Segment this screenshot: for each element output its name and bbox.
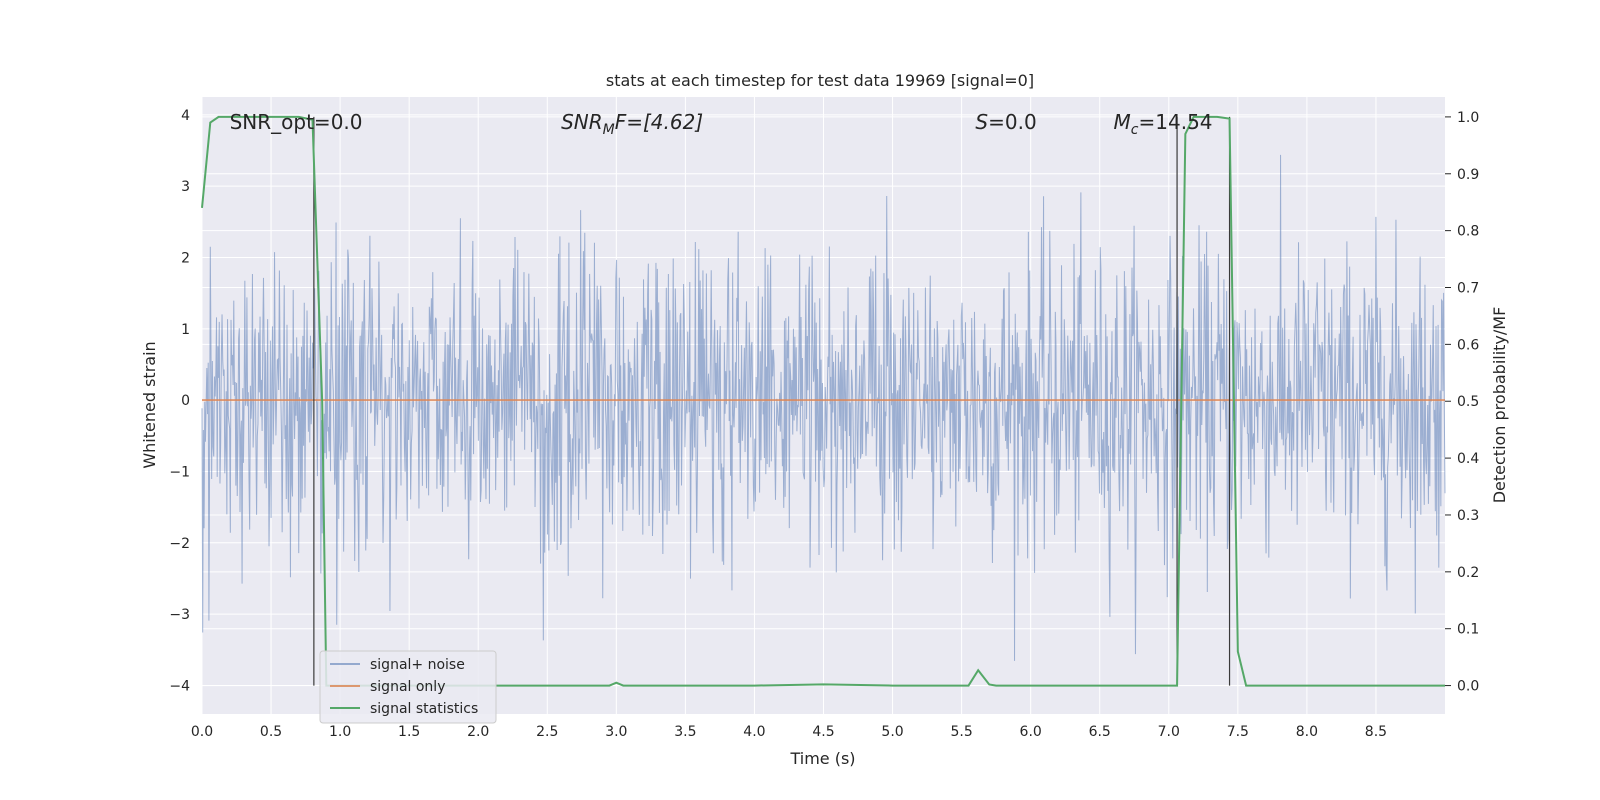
x-tick-label-15: 7.5 (1227, 724, 1249, 740)
y-tick-label-7: 3 (181, 179, 190, 195)
annotation-2: S=0.0 (975, 110, 1036, 134)
x-tick-label-16: 8.0 (1296, 724, 1318, 740)
y-tick-label-0: −4 (169, 678, 190, 694)
y2-tick-label-0: 0.0 (1457, 679, 1479, 695)
legend: signal+ noise signal only signal statist… (319, 650, 497, 724)
x-tick-label-14: 7.0 (1158, 724, 1180, 740)
y-axis-ticks: −4 −3 −2 −1 0 1 2 3 4 (169, 108, 190, 695)
y2-axis-label: Detection probability/MF (1490, 307, 1509, 504)
y-tick-label-3: −1 (169, 464, 190, 480)
series-signal-statistics-line (201, 115, 1445, 687)
x-tick-label-10: 5.0 (881, 724, 903, 740)
legend-label-signal-statistics: signal statistics (370, 701, 478, 717)
y-tick-label-6: 2 (181, 250, 190, 266)
x-axis-ticks: 0.0 0.5 1.0 1.5 2.0 2.5 3.0 3.5 4.0 4.5 5.0 5.5 6.0 6… (191, 724, 1387, 740)
x-tick-label-2: 1.0 (329, 724, 351, 740)
annotation-0: SNR_opt=0.0 (230, 110, 363, 134)
x-axis-label: Time (s) (789, 749, 855, 768)
x-tick-label-9: 4.5 (812, 724, 834, 740)
x-tick-label-11: 5.5 (950, 724, 972, 740)
annotations: SNR_opt=0.0 SNRMF=[4.62] S=0.0 Mc=14.54 (230, 110, 1213, 138)
y2-tick-label-5: 0.5 (1457, 394, 1479, 410)
y-tick-label-5: 1 (181, 322, 190, 338)
y2-tick-label-6: 0.6 (1457, 337, 1479, 353)
y2-tick-label-7: 0.7 (1457, 281, 1479, 297)
y-tick-label-1: −3 (169, 607, 190, 623)
y2-tick-label-4: 0.4 (1457, 451, 1479, 467)
y-axis-label: Whitened strain (140, 341, 159, 468)
y2-tick-label-9: 0.9 (1457, 167, 1479, 183)
series-signal-plus-noise-line (201, 154, 1446, 661)
x-tick-label-5: 2.5 (536, 724, 558, 740)
y-tick-label-2: −2 (169, 536, 190, 552)
y-tick-label-8: 4 (181, 108, 190, 124)
y2-tick-label-3: 0.3 (1457, 508, 1479, 524)
annotation-1: SNRMF=[4.62] (561, 110, 703, 138)
x-tick-label-1: 0.5 (260, 724, 282, 740)
marker-lines (313, 116, 1231, 686)
y2-tick-label-2: 0.2 (1457, 565, 1479, 581)
chart-title: stats at each timestep for test data 199… (606, 71, 1034, 90)
signal-plus-noise-series (201, 154, 1446, 661)
y-tick-label-4: 0 (181, 393, 190, 409)
x-tick-label-7: 3.5 (674, 724, 696, 740)
x-tick-label-0: 0.0 (191, 724, 213, 740)
signal-statistics-series (201, 115, 1445, 687)
legend-label-signal-only: signal only (370, 679, 445, 695)
x-tick-label-3: 1.5 (398, 724, 420, 740)
x-tick-label-4: 2.0 (467, 724, 489, 740)
x-tick-label-12: 6.0 (1020, 724, 1042, 740)
annotation-3: Mc=14.54 (1114, 110, 1213, 138)
legend-box (319, 650, 497, 724)
y2-tick-label-10: 1.0 (1457, 110, 1479, 126)
x-tick-label-17: 8.5 (1365, 724, 1387, 740)
y2-tick-label-1: 0.1 (1457, 622, 1479, 638)
legend-label-signal-plus-noise: signal+ noise (370, 657, 465, 673)
x-tick-label-6: 3.0 (605, 724, 627, 740)
y2-axis-ticks: 0.0 0.1 0.2 0.3 0.4 0.5 0.6 0.7 0.8 0.9 1.0 (1445, 110, 1479, 695)
x-tick-label-8: 4.0 (743, 724, 765, 740)
y2-tick-label-8: 0.8 (1457, 224, 1479, 240)
x-tick-label-13: 6.5 (1089, 724, 1111, 740)
